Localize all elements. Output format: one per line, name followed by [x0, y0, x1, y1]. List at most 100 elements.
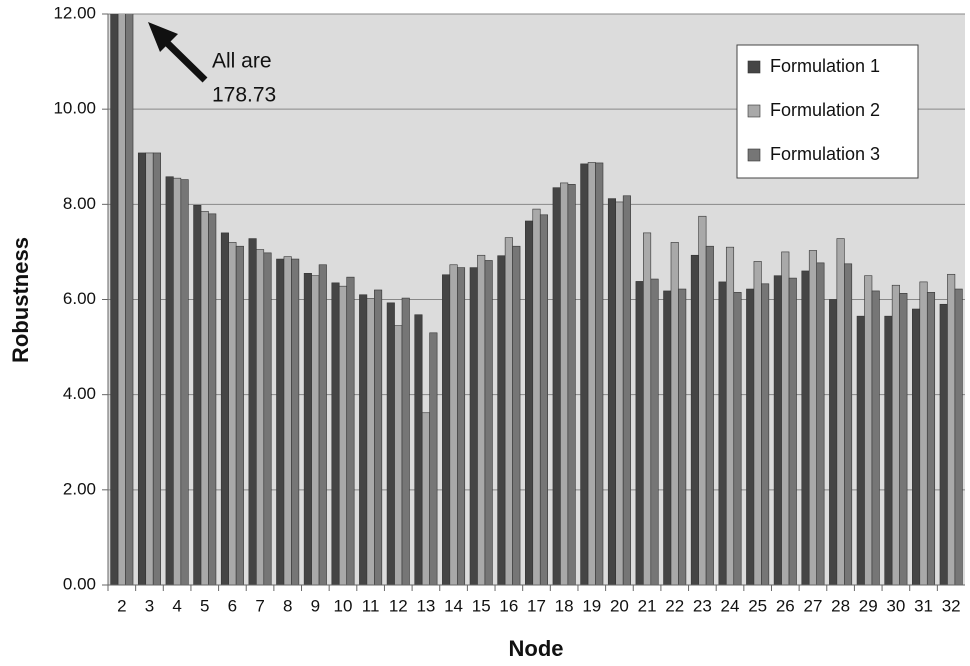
bar: [137, 152, 147, 585]
bar: [532, 208, 541, 585]
bar: [117, 14, 126, 585]
annotation-arrowhead: [148, 22, 178, 52]
y-tick-label: 12.00: [53, 3, 96, 22]
bar: [635, 281, 644, 585]
bar: [856, 315, 865, 585]
bar: [228, 242, 237, 585]
legend-swatch: [747, 60, 761, 74]
x-tick-label: 16: [499, 596, 518, 615]
bar: [248, 238, 257, 585]
y-tick-label: 10.00: [53, 99, 96, 118]
bars: [110, 14, 963, 585]
bar: [421, 412, 430, 585]
bar: [836, 238, 845, 585]
bar: [414, 314, 423, 585]
y-tick-label: 2.00: [63, 479, 96, 498]
bar: [125, 14, 134, 585]
y-tick-label: 6.00: [63, 289, 96, 308]
bar: [429, 332, 438, 585]
x-tick-label: 10: [334, 596, 353, 615]
x-tick-label: 17: [527, 596, 546, 615]
x-tick-label: 14: [444, 596, 463, 615]
bar: [193, 204, 202, 585]
bar: [346, 276, 355, 585]
bar: [678, 288, 687, 585]
y-tick-label: 4.00: [63, 384, 96, 403]
x-tick-label: 20: [610, 596, 629, 615]
x-axis-title: Node: [509, 636, 564, 661]
bar: [650, 278, 659, 585]
x-tick-label: 13: [416, 596, 435, 615]
bar: [705, 245, 714, 585]
x-tick-label: 5: [200, 596, 209, 615]
bar: [220, 232, 229, 585]
bar: [374, 289, 383, 585]
bar: [816, 262, 825, 585]
x-tick-label: 27: [803, 596, 822, 615]
bar: [884, 315, 893, 585]
annotation: 178.73: [212, 84, 276, 107]
bar: [449, 264, 458, 585]
bar: [580, 163, 589, 585]
bar: [456, 267, 466, 585]
x-tick-label: 23: [693, 596, 712, 615]
bar: [359, 294, 368, 585]
bar: [173, 177, 182, 585]
legend-swatch: [747, 104, 761, 118]
bar: [587, 162, 596, 585]
bar: [801, 270, 810, 585]
bar: [643, 232, 652, 585]
bar: [788, 277, 797, 585]
legend-label: Formulation 1: [770, 56, 880, 76]
bar: [469, 267, 478, 585]
bar: [891, 284, 900, 585]
bar: [871, 290, 880, 585]
bar: [442, 274, 451, 585]
y-axis-title: Robustness: [8, 237, 33, 363]
bar: [152, 152, 161, 585]
bar: [926, 292, 936, 585]
x-tick-label: 21: [638, 596, 657, 615]
bar: [110, 14, 119, 585]
bar: [256, 249, 265, 585]
bar: [607, 198, 617, 585]
x-tick-label: 30: [886, 596, 905, 615]
bar: [567, 184, 576, 585]
bar: [698, 215, 707, 585]
bar: [539, 214, 548, 585]
bar: [919, 281, 928, 585]
bar: [899, 293, 908, 585]
x-tick-label: 7: [255, 596, 264, 615]
x-tick-label: 8: [283, 596, 292, 615]
bar: [276, 258, 285, 585]
bar: [733, 292, 742, 585]
x-tick-label: 29: [859, 596, 878, 615]
x-tick-label: 24: [721, 596, 740, 615]
bar: [773, 275, 782, 585]
legend-swatch: [747, 148, 761, 162]
bar: [753, 261, 762, 585]
bar: [808, 250, 817, 585]
legend: [736, 44, 919, 179]
bar: [939, 303, 948, 585]
bar: [512, 245, 521, 585]
x-tick-label: 2: [117, 596, 126, 615]
bar: [401, 297, 410, 585]
x-tick-label: 11: [362, 596, 380, 615]
bar: [386, 302, 395, 585]
bar: [504, 237, 513, 585]
y-tick-label: 8.00: [63, 194, 96, 213]
bar: [318, 264, 327, 585]
bar: [746, 288, 755, 585]
bar: [331, 282, 340, 585]
x-tick-label: 19: [582, 596, 601, 615]
bar: [165, 176, 174, 585]
bar: [663, 290, 672, 585]
legend-label: Formulation 2: [770, 100, 880, 120]
bar: [718, 281, 727, 585]
bar: [829, 299, 838, 585]
bar: [781, 251, 790, 585]
y-tick-label: 0.00: [63, 574, 96, 593]
bar: [394, 325, 403, 585]
x-tick-label: 28: [831, 596, 850, 615]
